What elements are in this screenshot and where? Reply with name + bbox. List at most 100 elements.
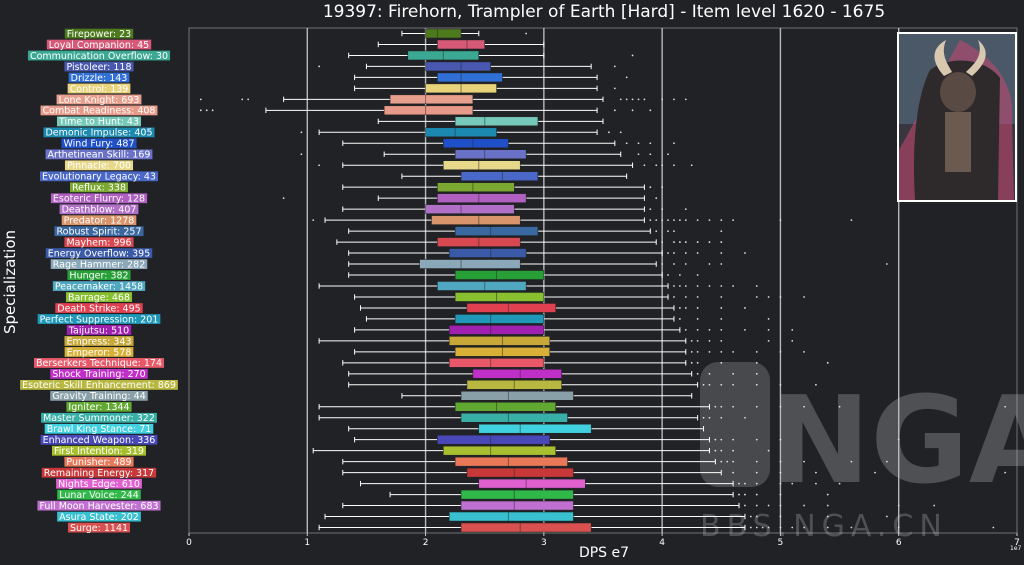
outlier-point bbox=[667, 153, 669, 156]
outlier-point bbox=[643, 98, 646, 101]
outlier-point bbox=[696, 329, 699, 331]
spec-label-background bbox=[61, 215, 137, 226]
outlier-point bbox=[312, 219, 315, 222]
outlier-point bbox=[696, 361, 699, 364]
box-30 bbox=[342, 358, 829, 368]
outlier-point bbox=[708, 416, 711, 419]
spec-label: Hunger: 382 bbox=[69, 270, 128, 281]
iqr-box bbox=[443, 160, 521, 170]
outlier-point bbox=[826, 515, 829, 518]
outlier-point bbox=[850, 460, 853, 463]
outlier-point bbox=[779, 405, 782, 408]
box-8 bbox=[377, 116, 604, 127]
box-43 bbox=[342, 500, 936, 511]
spec-label-background bbox=[61, 138, 137, 149]
y-axis-title: Specialization bbox=[1, 230, 19, 334]
iqr-box bbox=[454, 149, 527, 160]
x-tick-label: 7 bbox=[1014, 538, 1020, 548]
outlier-point bbox=[732, 405, 735, 408]
outlier-point bbox=[714, 405, 717, 408]
outlier-point bbox=[678, 285, 681, 287]
chart-title: 19397: Firehorn, Trampler of Earth [Hard… bbox=[323, 2, 885, 22]
outlier-point bbox=[673, 252, 675, 254]
outlier-point bbox=[720, 405, 723, 408]
iqr-box bbox=[437, 39, 485, 50]
x-tick-label: 5 bbox=[778, 538, 784, 548]
spec-label: Robust Spirit: 257 bbox=[56, 226, 141, 237]
box-13 bbox=[401, 171, 628, 181]
x-axis-title: DPS e7 bbox=[579, 545, 629, 561]
box-0 bbox=[401, 28, 528, 39]
outlier-point bbox=[767, 329, 770, 331]
watermark-logo-text: NGA bbox=[770, 372, 1024, 511]
outlier-point bbox=[720, 339, 723, 342]
box-42 bbox=[389, 489, 829, 500]
spec-label: Pinnacle: 700 bbox=[67, 161, 131, 172]
outlier-point bbox=[696, 241, 699, 243]
outlier-point bbox=[744, 329, 746, 331]
iqr-box bbox=[425, 28, 462, 39]
spec-label: Peacemaker: 1458 bbox=[55, 281, 143, 292]
iqr-box bbox=[454, 226, 539, 236]
outlier-point bbox=[779, 383, 782, 386]
box-12 bbox=[318, 160, 693, 170]
outlier-point bbox=[708, 241, 711, 243]
spec-label: Communication Overflow: 30 bbox=[30, 51, 168, 62]
box-18 bbox=[348, 226, 723, 236]
iqr-box bbox=[454, 456, 568, 467]
spec-label-background bbox=[41, 467, 157, 478]
outlier-point bbox=[779, 504, 782, 507]
outlier-point bbox=[661, 208, 664, 211]
outlier-point bbox=[696, 307, 699, 309]
outlier-point bbox=[779, 350, 782, 353]
spec-label-background bbox=[67, 270, 131, 280]
iqr-box bbox=[448, 358, 545, 368]
spec-label-background bbox=[45, 149, 153, 160]
iqr-box bbox=[437, 182, 515, 192]
spec-label: Emperor: 578 bbox=[67, 347, 132, 358]
outlier-point bbox=[708, 372, 711, 375]
iqr-box bbox=[425, 204, 515, 214]
outlier-point bbox=[631, 109, 634, 112]
outlier-point bbox=[720, 460, 723, 463]
spec-label-background bbox=[54, 226, 144, 237]
spec-label: Predator: 1278 bbox=[64, 216, 135, 227]
outlier-point bbox=[767, 339, 770, 342]
outlier-point bbox=[791, 329, 794, 331]
spec-label-background bbox=[56, 478, 142, 489]
spec-label: Pistoleer: 118 bbox=[66, 62, 131, 73]
outlier-point bbox=[732, 350, 735, 353]
outlier-point bbox=[714, 449, 717, 452]
spec-label: Energy Overflow: 395 bbox=[48, 248, 151, 259]
box-23 bbox=[318, 281, 758, 291]
x-tick-label: 3 bbox=[541, 538, 547, 548]
outlier-point bbox=[708, 383, 711, 386]
outlier-point bbox=[661, 241, 664, 243]
outlier-point bbox=[779, 482, 782, 485]
box-38 bbox=[312, 445, 770, 456]
outlier-point bbox=[649, 142, 652, 145]
outlier-point bbox=[702, 383, 705, 386]
x-tick-label: 6 bbox=[896, 538, 902, 548]
spec-label-background bbox=[65, 292, 133, 302]
ngа-watermark: NGA BBS.NGA.CN bbox=[700, 362, 1024, 544]
outlier-point bbox=[933, 504, 936, 507]
spec-label: Lone Knight: 693 bbox=[59, 95, 140, 106]
spec-label: Barrage: 468 bbox=[68, 292, 130, 303]
outlier-point bbox=[726, 460, 729, 463]
box-32 bbox=[348, 380, 817, 390]
outlier-point bbox=[696, 252, 699, 254]
box-31 bbox=[348, 369, 758, 379]
iqr-box bbox=[425, 61, 491, 72]
iqr-box bbox=[443, 138, 509, 149]
spec-label-background bbox=[57, 511, 141, 522]
spec-label-background bbox=[45, 248, 153, 259]
spec-label: Surge: 1141 bbox=[70, 523, 128, 534]
outlier-point bbox=[696, 318, 699, 320]
outlier-point bbox=[1004, 405, 1007, 408]
spec-label-background bbox=[43, 127, 155, 138]
outlier-point bbox=[897, 438, 900, 441]
spec-label: Perfect Suppression: 201 bbox=[40, 314, 159, 325]
box-2 bbox=[348, 50, 634, 61]
outlier-point bbox=[755, 405, 758, 408]
